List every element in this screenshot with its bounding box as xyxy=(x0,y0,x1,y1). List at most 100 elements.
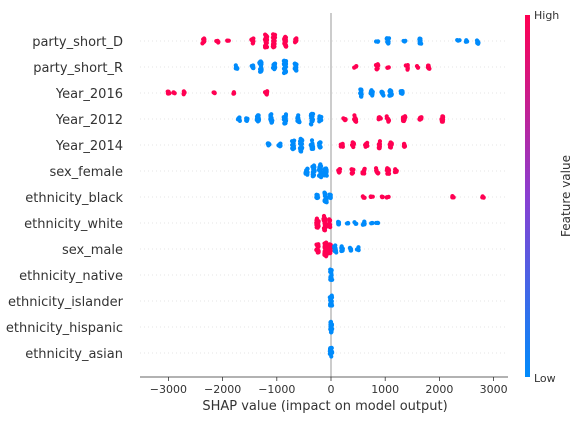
feature-label-ethnicity_black: ethnicity_black xyxy=(25,191,123,206)
shap-point-sex_female xyxy=(312,169,316,173)
shap-point-ethnicity_white xyxy=(374,221,378,225)
shap-point-sex_male xyxy=(341,247,345,251)
shap-point-Year_2016 xyxy=(381,93,385,97)
shap-point-Year_2014 xyxy=(378,145,382,149)
shap-point-Year_2014 xyxy=(317,141,321,145)
shap-point-ethnicity_white xyxy=(327,217,331,221)
shap-point-party_short_D xyxy=(216,40,220,44)
shap-point-Year_2014 xyxy=(350,143,354,147)
shap-point-ethnicity_hispanic xyxy=(329,328,333,332)
feature-label-party_short_D: party_short_D xyxy=(32,35,123,50)
shap-point-Year_2014 xyxy=(378,139,382,143)
shap-point-sex_male xyxy=(316,244,320,248)
shap-point-party_short_R xyxy=(235,66,239,70)
feature-label-Year_2012: Year_2012 xyxy=(55,113,123,128)
shap-point-sex_male xyxy=(349,248,353,252)
feature-label-ethnicity_islander: ethnicity_islander xyxy=(8,295,124,310)
shap-point-sex_female xyxy=(361,170,365,174)
shap-point-sex_female xyxy=(336,168,340,172)
feature-labels: party_short_D party_short_R Year_2016 Year_… xyxy=(6,35,124,362)
x-tick-label: −3000 xyxy=(150,383,187,396)
feature-label-ethnicity_native: ethnicity_native xyxy=(19,269,123,284)
shap-point-ethnicity_black xyxy=(369,194,373,198)
x-axis: −3000 −2000 −1000 0 1000 2000 3000 xyxy=(140,377,508,396)
shap-point-ethnicity_black xyxy=(325,200,329,204)
shap-point-Year_2016 xyxy=(182,90,186,94)
shap-point-party_short_R xyxy=(293,66,297,70)
shap-point-Year_2012 xyxy=(257,113,261,117)
shap-point-party_short_D xyxy=(476,42,480,46)
shap-point-Year_2016 xyxy=(232,90,236,94)
shap-point-ethnicity_black xyxy=(363,196,367,200)
shap-point-Year_2012 xyxy=(284,118,288,122)
shap-point-party_short_R xyxy=(427,65,431,69)
shap-point-Year_2014 xyxy=(389,145,393,149)
shap-point-party_short_D xyxy=(283,44,287,48)
shap-point-party_short_D xyxy=(273,33,277,37)
shap-point-Year_2014 xyxy=(299,149,303,153)
shap-point-Year_2014 xyxy=(278,144,282,148)
shap-point-ethnicity_black xyxy=(315,193,319,197)
feature-label-ethnicity_asian: ethnicity_asian xyxy=(25,347,123,362)
shap-point-Year_2014 xyxy=(300,142,304,146)
shap-point-party_short_D xyxy=(402,39,406,43)
shap-point-party_short_D xyxy=(264,35,268,39)
shap-point-sex_female xyxy=(374,166,378,170)
feature-label-ethnicity_white: ethnicity_white xyxy=(24,217,123,232)
shap-point-party_short_R xyxy=(251,65,255,69)
shap-point-Year_2014 xyxy=(299,137,303,141)
shap-point-party_short_R xyxy=(283,69,287,73)
feature-label-sex_female: sex_female xyxy=(49,165,123,180)
shap-point-sex_male xyxy=(356,245,360,249)
shap-point-ethnicity_white xyxy=(352,220,356,224)
shap-point-party_short_D xyxy=(283,40,287,44)
shap-point-Year_2016 xyxy=(213,91,217,95)
shap-point-Year_2014 xyxy=(291,145,295,149)
shap-point-sex_female xyxy=(312,164,316,168)
shap-point-Year_2012 xyxy=(344,118,348,122)
feature-label-party_short_R: party_short_R xyxy=(33,61,123,76)
feature-label-Year_2016: Year_2016 xyxy=(55,87,123,102)
x-tick-label: 1000 xyxy=(371,383,399,396)
shap-point-party_short_D xyxy=(455,38,459,42)
shap-point-sex_female xyxy=(318,162,322,166)
shap-point-Year_2012 xyxy=(386,117,390,121)
shap-point-party_short_R xyxy=(354,65,358,69)
shap-points xyxy=(166,32,486,358)
x-tick-label: −2000 xyxy=(204,383,241,396)
shap-point-sex_male xyxy=(333,249,337,253)
shap-point-Year_2016 xyxy=(166,91,170,95)
shap-point-Year_2012 xyxy=(419,115,423,119)
shap-point-Year_2012 xyxy=(269,121,273,125)
shap-point-sex_female xyxy=(350,167,354,171)
shap-point-party_short_D xyxy=(265,45,269,49)
x-tick-label: 0 xyxy=(328,383,335,396)
shap-point-ethnicity_black xyxy=(323,192,327,196)
colorbar-high-label: High xyxy=(534,9,559,22)
shap-point-ethnicity_black xyxy=(385,195,389,199)
shap-point-Year_2016 xyxy=(359,89,363,93)
shap-point-Year_2014 xyxy=(390,141,394,145)
shap-point-ethnicity_white xyxy=(345,221,349,225)
shap-point-sex_female xyxy=(305,170,309,174)
shap-point-Year_2012 xyxy=(238,119,242,123)
shap-point-party_short_D xyxy=(376,39,380,43)
shap-point-ethnicity_white xyxy=(322,218,326,222)
shap-point-Year_2012 xyxy=(439,117,443,121)
shap-point-Year_2012 xyxy=(270,116,274,120)
shap-point-Year_2012 xyxy=(284,112,288,116)
shap-point-Year_2014 xyxy=(364,145,368,149)
shap-point-ethnicity_native xyxy=(328,268,332,272)
shap-point-ethnicity_native xyxy=(328,275,332,279)
shap-point-party_short_R xyxy=(386,66,390,70)
shap-point-Year_2014 xyxy=(291,140,295,144)
colorbar-gradient xyxy=(525,15,530,377)
shap-point-ethnicity_white xyxy=(362,220,366,224)
shap-point-ethnicity_black xyxy=(328,193,332,197)
shap-point-Year_2012 xyxy=(378,116,382,120)
colorbar-title: Feature value xyxy=(559,155,573,237)
shap-point-party_short_R xyxy=(282,59,286,63)
shap-point-party_short_R xyxy=(283,63,287,67)
